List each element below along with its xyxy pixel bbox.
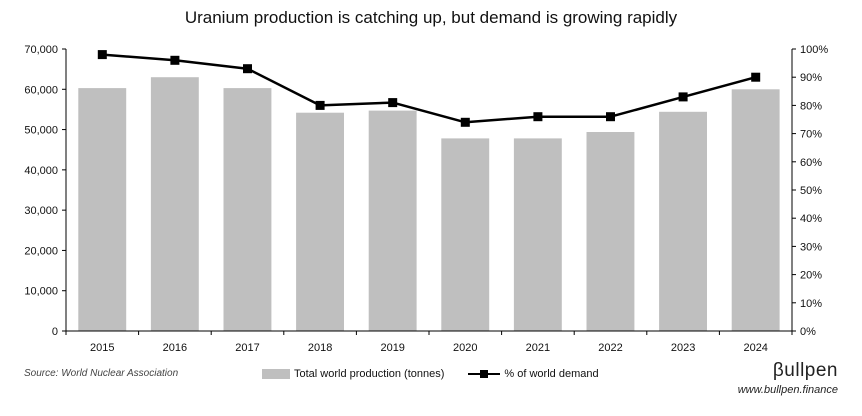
left-tick-label: 50,000 [24,125,58,137]
right-tick-label: 80% [800,100,822,112]
demand-marker-2016 [170,55,180,65]
right-tick-label: 40% [800,213,822,225]
bar-2016 [150,77,199,331]
left-tick-label: 60,000 [24,84,58,96]
x-tick-label: 2017 [235,342,259,354]
brand-block: βullpen www.bullpen.finance [738,360,838,396]
source-note: Source: World Nuclear Association [24,368,179,379]
demand-line [102,53,757,124]
x-tick-label: 2015 [90,342,114,354]
demand-marker-2017 [243,64,252,74]
bar-2020 [441,138,490,331]
demand-marker-2015 [97,50,107,60]
chart-title: Uranium production is catching up, but d… [184,8,678,27]
demand-marker-2018 [315,100,325,110]
legend-line-swatch [468,369,501,379]
bar-2017 [223,88,272,331]
demand-marker-2023 [678,92,688,102]
left-tick-label: 0 [52,326,58,338]
right-tick-label: 50% [800,185,822,197]
x-tick-label: 2018 [308,342,332,354]
x-tick-label: 2019 [380,342,404,354]
bar-2018 [296,112,344,331]
bar-2023 [659,111,707,331]
x-tick-label: 2023 [671,342,695,354]
legend-label-production: Total world production (tonnes) [294,368,445,380]
brand-logo: βullpen [772,360,838,381]
right-tick-label: 70% [800,129,822,141]
x-tick-label: 2016 [163,342,187,354]
demand-marker-2024 [751,72,761,82]
right-tick-label: 20% [800,270,822,282]
right-tick-label: 100% [800,44,828,56]
legend-label-demand: % of world demand [504,368,599,380]
x-tick-label: 2024 [743,342,767,354]
brand-url: www.bullpen.finance [737,384,838,396]
left-tick-label: 30,000 [24,205,58,217]
left-tick-label: 70,000 [24,44,58,56]
legend-item-demand: % of world demand [468,368,599,380]
bar-2019 [368,110,417,331]
demand-marker-2021 [533,112,543,122]
bar-2015 [78,88,127,331]
left-tick-label: 40,000 [24,165,58,177]
demand-marker-2019 [388,98,398,108]
left-tick-label: 10,000 [24,286,58,298]
bar-2024 [731,89,780,331]
legend-item-production: Total world production (tonnes) [262,368,444,380]
legend-bar-swatch [262,369,290,379]
left-tick-label: 20,000 [24,245,58,257]
right-tick-label: 30% [800,241,822,253]
right-tick-label: 90% [800,72,822,84]
bar-2021 [513,138,562,331]
right-tick-label: 0% [800,326,816,338]
x-tick-label: 2020 [453,342,477,354]
x-tick-label: 2022 [598,342,622,354]
demand-marker-2020 [460,117,470,127]
right-tick-label: 60% [800,157,822,169]
demand-marker-2022 [606,112,615,122]
bar-2022 [586,132,635,331]
chart-legend: Total world production (tonnes) % of wor… [262,368,623,380]
right-tick-label: 10% [800,298,822,310]
x-tick-label: 2021 [526,342,550,354]
